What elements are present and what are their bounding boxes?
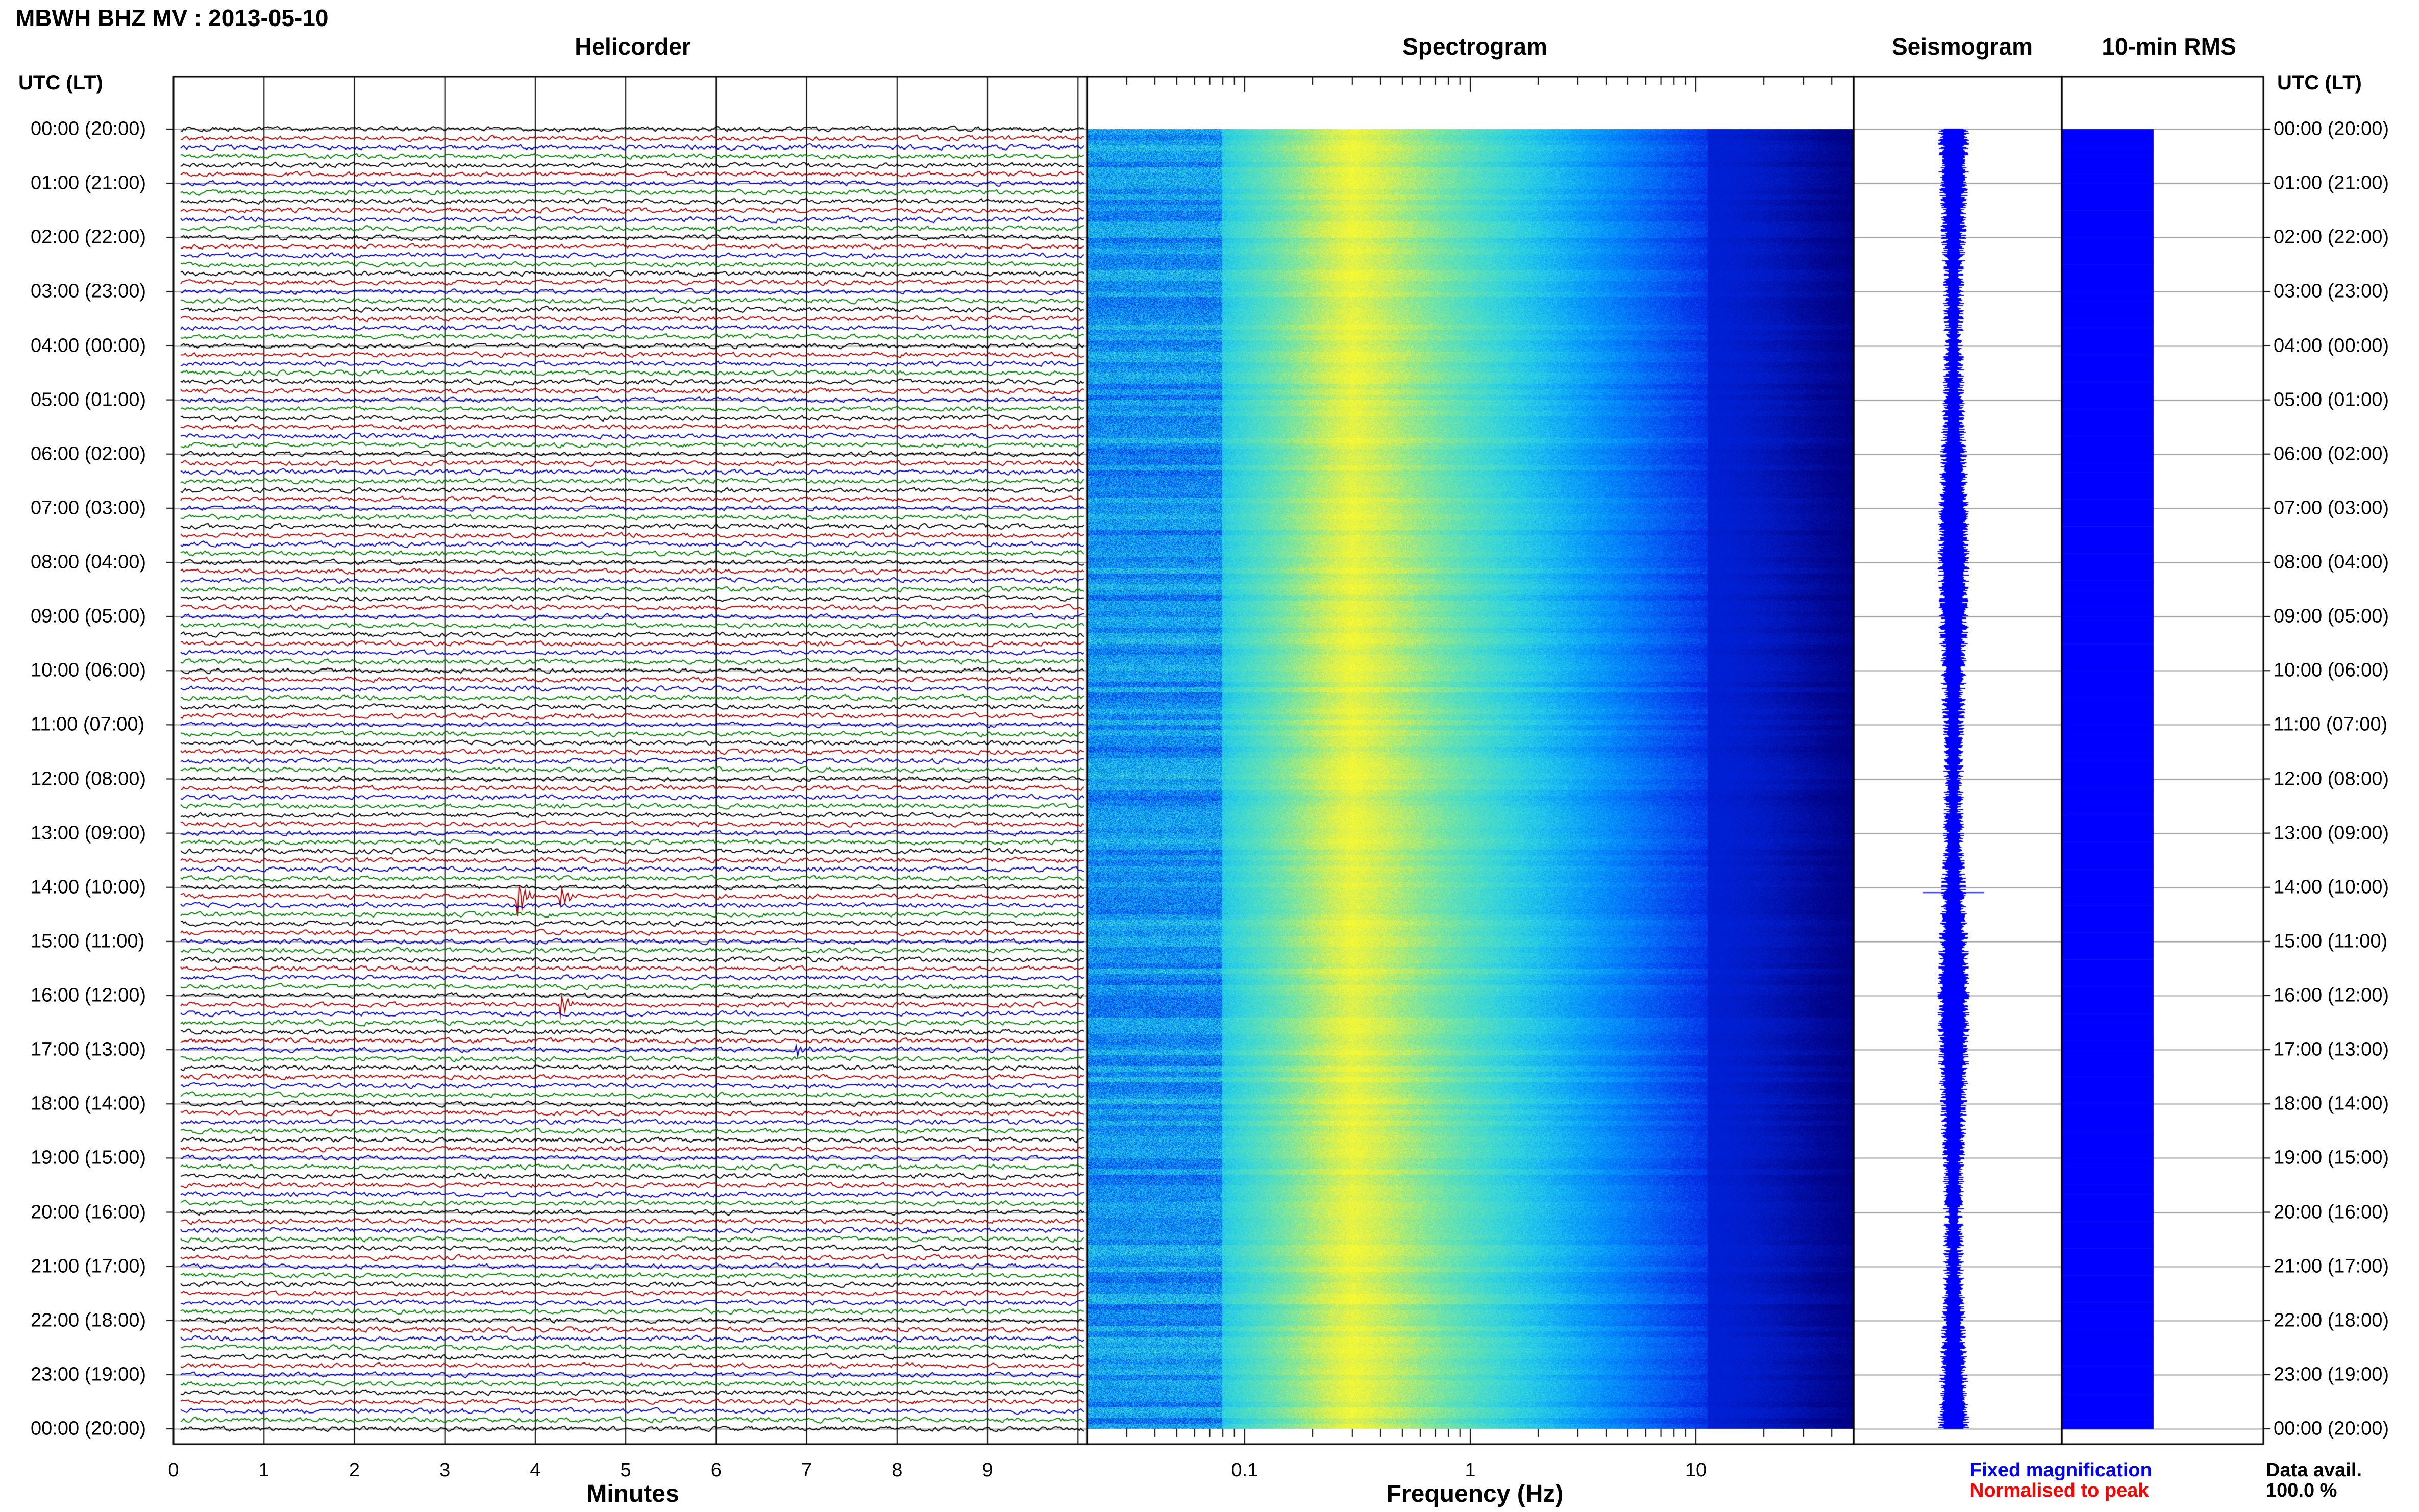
time-label-left: 00:00 (20:00) [31,1418,146,1440]
time-label-left: 03:00 (23:00) [31,280,146,302]
time-label-left: 08:00 (04:00) [31,551,146,573]
time-label-right: 20:00 (16:00) [2274,1201,2389,1223]
rms-title: 10-min RMS [2102,33,2236,60]
time-label-left: 04:00 (00:00) [31,335,146,356]
helicorder-tick-label: 8 [892,1459,903,1481]
time-label-left: 05:00 (01:00) [31,389,146,411]
helicorder-tick-label: 5 [620,1459,631,1481]
time-header-left: UTC (LT) [18,71,103,94]
time-label-right: 00:00 (20:00) [2274,1418,2389,1440]
time-header-right: UTC (LT) [2277,71,2362,94]
time-label-right: 07:00 (03:00) [2274,497,2389,519]
data-availability-value: 100.0 % [2266,1480,2337,1501]
time-label-left: 19:00 (15:00) [31,1147,146,1169]
spectrogram-tick-label: 10 [1685,1459,1707,1481]
legend-normalised-to-peak: Normalised to peak [1970,1480,2149,1501]
time-label-right: 03:00 (23:00) [2274,280,2389,302]
helicorder-tick-label: 3 [439,1459,451,1481]
page-title: MBWH BHZ MV : 2013-05-10 [15,5,329,31]
time-label-right: 23:00 (19:00) [2274,1364,2389,1385]
spectrogram-tick-label: 1 [1465,1459,1476,1481]
helicorder-tick-label: 6 [710,1459,722,1481]
time-label-left: 16:00 (12:00) [31,984,146,1006]
legend-fixed-magnification: Fixed magnification [1970,1459,2152,1481]
time-label-right: 21:00 (17:00) [2274,1255,2389,1277]
time-label-left: 14:00 (10:00) [31,876,146,898]
helicorder-tick-label: 0 [168,1459,179,1481]
helicorder-tick-label: 7 [801,1459,812,1481]
time-label-left: 11:00 (07:00) [31,713,145,735]
time-label-right: 08:00 (04:00) [2274,551,2389,573]
seismogram-title: Seismogram [1891,33,2033,60]
helicorder-tick-label: 9 [982,1459,993,1481]
time-label-left: 13:00 (09:00) [31,822,146,844]
data-availability-label: Data avail. [2266,1459,2362,1481]
time-label-right: 01:00 (21:00) [2274,172,2389,194]
time-label-right: 04:00 (00:00) [2274,335,2389,356]
time-label-right: 14:00 (10:00) [2274,876,2389,898]
helicorder-title: Helicorder [575,33,691,60]
helicorder-tick-label: 4 [530,1459,541,1481]
time-label-left: 18:00 (14:00) [31,1093,146,1114]
time-label-left: 10:00 (06:00) [31,659,146,681]
time-label-left: 01:00 (21:00) [31,172,146,194]
helicorder-tick-label: 2 [349,1459,360,1481]
time-label-right: 12:00 (08:00) [2274,768,2389,789]
time-label-left: 21:00 (17:00) [31,1255,146,1277]
time-label-left: 09:00 (05:00) [31,605,146,627]
time-label-left: 02:00 (22:00) [31,226,146,248]
time-label-right: 06:00 (02:00) [2274,443,2389,465]
time-label-left: 17:00 (13:00) [31,1038,146,1060]
time-label-left: 07:00 (03:00) [31,497,146,519]
spectrogram-title: Spectrogram [1402,33,1547,60]
time-label-left: 23:00 (19:00) [31,1364,146,1385]
time-label-right: 16:00 (12:00) [2274,984,2389,1006]
time-label-right: 13:00 (09:00) [2274,822,2389,844]
time-label-right: 09:00 (05:00) [2274,605,2389,627]
time-label-left: 12:00 (08:00) [31,768,146,789]
time-label-right: 05:00 (01:00) [2274,389,2389,411]
time-label-left: 15:00 (11:00) [31,930,145,952]
time-label-right: 00:00 (20:00) [2274,118,2389,140]
spectrogram-x-label: Frequency (Hz) [1386,1480,1564,1507]
time-label-right: 10:00 (06:00) [2274,659,2389,681]
time-label-left: 22:00 (18:00) [31,1309,146,1331]
time-label-right: 17:00 (13:00) [2274,1038,2389,1060]
time-label-left: 06:00 (02:00) [31,443,146,465]
time-label-right: 11:00 (07:00) [2274,713,2388,735]
time-label-left: 20:00 (16:00) [31,1201,146,1223]
time-label-right: 19:00 (15:00) [2274,1147,2389,1169]
helicorder-tick-label: 1 [258,1459,269,1481]
spectrogram-tick-label: 0.1 [1231,1459,1258,1481]
time-label-right: 22:00 (18:00) [2274,1309,2389,1331]
time-label-right: 02:00 (22:00) [2274,226,2389,248]
time-label-right: 15:00 (11:00) [2274,930,2388,952]
time-label-right: 18:00 (14:00) [2274,1093,2389,1114]
helicorder-x-label: Minutes [586,1480,679,1507]
time-label-left: 00:00 (20:00) [31,118,146,140]
